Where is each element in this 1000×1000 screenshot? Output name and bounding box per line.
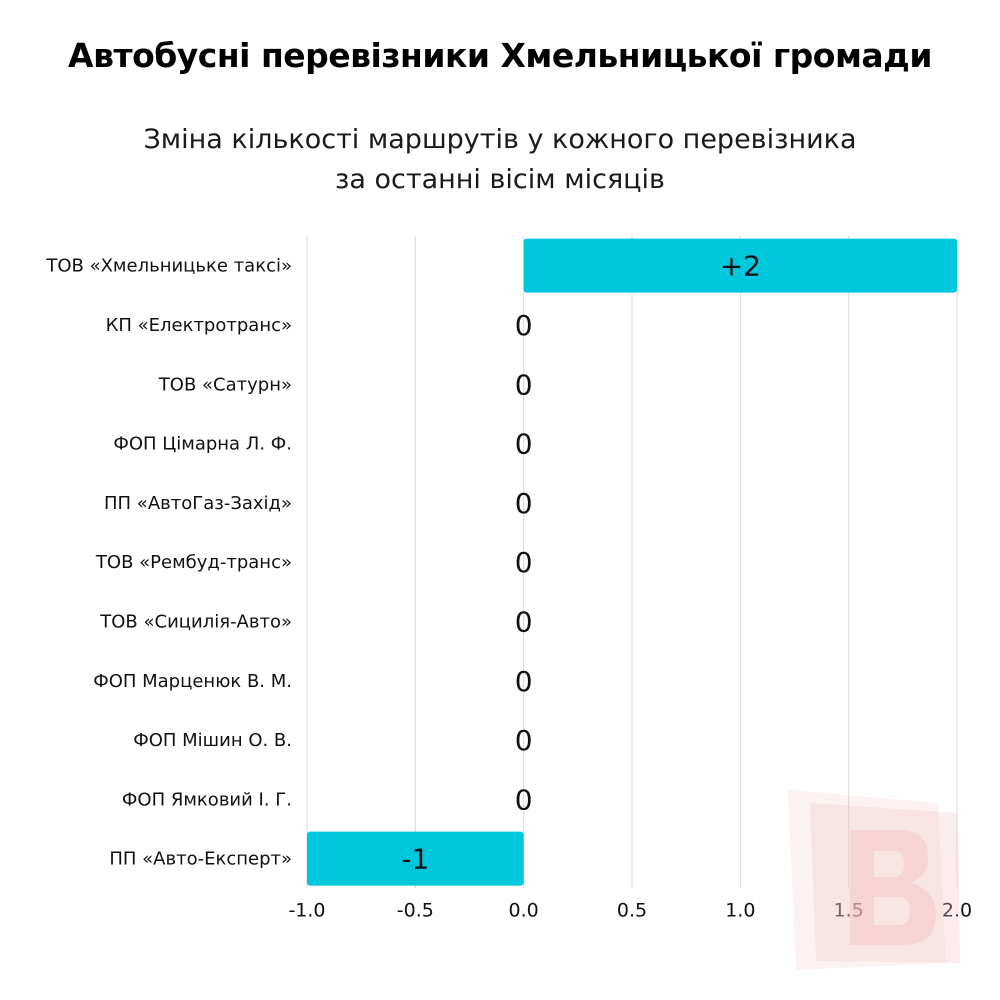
category-label: ФОП Ямковий І. Г. xyxy=(122,789,292,810)
x-tick-label: -0.5 xyxy=(397,899,434,921)
data-label: +2 xyxy=(720,250,761,283)
category-label: ПП «АвтоГаз-Захід» xyxy=(104,493,292,514)
data-label: 0 xyxy=(515,368,533,401)
data-label: 0 xyxy=(515,428,533,461)
data-label: 0 xyxy=(515,605,533,638)
bars xyxy=(307,238,957,886)
x-tick-label: 0.5 xyxy=(617,899,647,921)
data-label: 0 xyxy=(515,665,533,698)
chart-subtitle-line-2: за останні вісім місяців xyxy=(335,164,665,195)
x-axis-tick-labels: -1.0 -0.5 0.0 0.5 1.0 1.5 2.0 xyxy=(288,899,972,921)
category-label: ПП «Авто-Експерт» xyxy=(109,849,292,870)
bar xyxy=(307,831,524,886)
x-tick-label: 1.0 xyxy=(725,899,755,921)
category-label: ФОП Мішин О. В. xyxy=(133,730,292,751)
category-label: ТОВ «Хмельницьке таксі» xyxy=(45,256,292,277)
chart-subtitle: Зміна кількості маршрутів у кожного пере… xyxy=(0,120,1000,200)
x-tick-label: -1.0 xyxy=(288,899,325,921)
data-label: 0 xyxy=(515,724,533,757)
category-label: ФОП Цімарна Л. Ф. xyxy=(113,434,292,455)
x-tick-label: 0.0 xyxy=(509,899,539,921)
chart-subtitle-line-1: Зміна кількості маршрутів у кожного пере… xyxy=(143,124,857,155)
x-tick-label: 1.5 xyxy=(834,899,864,921)
category-label: ТОВ «Рембуд-транс» xyxy=(95,552,292,573)
chart-title: Автобусні перевізники Хмельницької грома… xyxy=(68,36,932,75)
data-label: 0 xyxy=(515,309,533,342)
category-label: КП «Електротранс» xyxy=(106,315,292,336)
data-labels: +2 0 0 0 0 0 0 0 0 0 -1 xyxy=(401,250,761,876)
data-label: 0 xyxy=(515,546,533,579)
publisher-logo-watermark xyxy=(788,790,960,970)
category-label: ФОП Марценюк В. М. xyxy=(93,671,292,692)
data-label: -1 xyxy=(401,843,429,876)
bar xyxy=(523,238,957,293)
x-tick-label: 2.0 xyxy=(942,899,972,921)
data-label: 0 xyxy=(515,783,533,816)
data-label: 0 xyxy=(515,487,533,520)
category-labels: ТОВ «Хмельницьке таксі» КП «Електротранс»… xyxy=(45,256,292,870)
category-label: ТОВ «Сатурн» xyxy=(158,374,292,395)
category-label: ТОВ «Сицилія-Авто» xyxy=(99,611,292,632)
grid-lines xyxy=(306,236,958,889)
